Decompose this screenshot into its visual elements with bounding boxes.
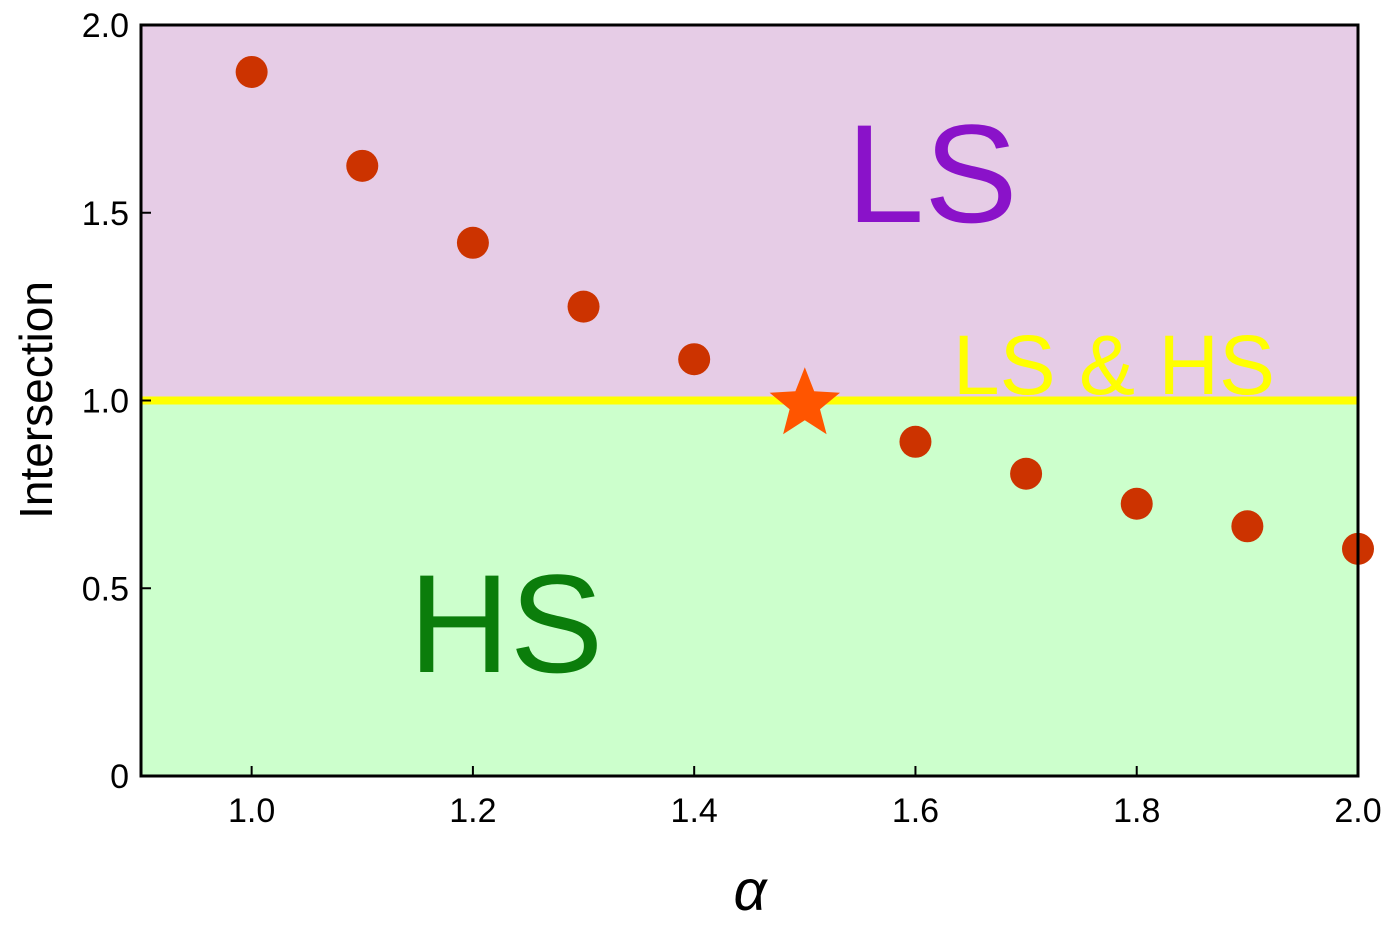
data-points — [235, 55, 1374, 565]
y-tick-label: 1.5 — [82, 195, 129, 233]
regions — [141, 25, 1358, 776]
region-label-ls: LS — [846, 95, 1017, 252]
y-tick-label: 2.0 — [82, 7, 129, 45]
data-point — [1010, 457, 1043, 490]
x-tick-label: 1.6 — [892, 792, 939, 830]
y-axis-ticks: 0 0.5 1.0 1.5 2.0 — [82, 7, 151, 796]
star-marker — [769, 367, 840, 435]
y-tick-label: 0.5 — [82, 570, 129, 608]
region-label-hs: HS — [409, 545, 603, 702]
x-axis-label: α — [733, 858, 768, 923]
y-axis-label: Intersection — [10, 281, 62, 519]
x-tick-label: 1.4 — [671, 792, 718, 830]
data-point — [1120, 487, 1153, 520]
region-hs — [141, 400, 1358, 776]
boundary-label: LS & HS — [953, 318, 1275, 412]
y-tick-label: 1.0 — [82, 383, 129, 421]
data-point — [235, 55, 268, 88]
data-point — [456, 226, 489, 259]
data-point — [899, 425, 932, 458]
data-point — [1231, 510, 1264, 543]
x-tick-label: 1.2 — [449, 792, 496, 830]
data-point — [678, 343, 711, 376]
x-tick-label: 2.0 — [1334, 792, 1381, 830]
x-tick-label: 1.8 — [1113, 792, 1160, 830]
y-tick-label: 0 — [110, 758, 129, 796]
data-point — [567, 290, 600, 323]
x-tick-label: 1.0 — [228, 792, 275, 830]
data-point — [346, 149, 379, 182]
region-labels: LS HS LS & HS — [409, 95, 1275, 702]
region-ls — [141, 25, 1358, 401]
x-axis-ticks: 1.0 1.2 1.4 1.6 1.8 2.0 — [228, 766, 1382, 830]
